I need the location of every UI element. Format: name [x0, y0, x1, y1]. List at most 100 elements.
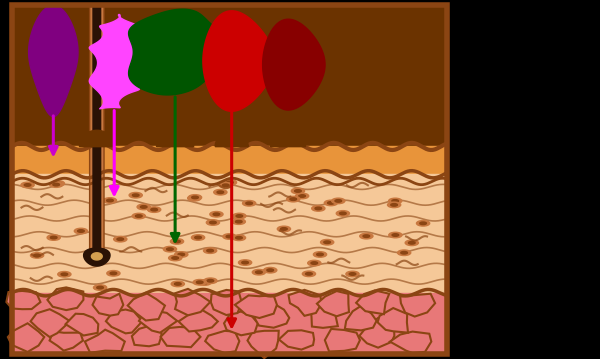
Ellipse shape: [34, 254, 40, 257]
Polygon shape: [254, 304, 289, 328]
Ellipse shape: [50, 236, 57, 239]
Ellipse shape: [320, 239, 334, 245]
Ellipse shape: [188, 195, 201, 201]
Polygon shape: [205, 331, 239, 353]
Ellipse shape: [420, 222, 427, 225]
Ellipse shape: [389, 198, 402, 204]
Ellipse shape: [267, 269, 274, 271]
Ellipse shape: [117, 238, 124, 241]
Ellipse shape: [256, 271, 262, 274]
Polygon shape: [161, 327, 200, 347]
Ellipse shape: [233, 213, 246, 219]
Ellipse shape: [129, 192, 142, 198]
Ellipse shape: [340, 212, 346, 215]
Ellipse shape: [207, 279, 214, 282]
Ellipse shape: [163, 246, 176, 252]
Polygon shape: [235, 295, 277, 318]
Ellipse shape: [308, 260, 321, 266]
Polygon shape: [345, 306, 377, 330]
Polygon shape: [317, 291, 349, 316]
Ellipse shape: [206, 220, 220, 225]
Ellipse shape: [193, 280, 206, 285]
Polygon shape: [50, 331, 83, 351]
Ellipse shape: [232, 235, 245, 241]
Ellipse shape: [235, 220, 242, 223]
Ellipse shape: [317, 253, 323, 256]
Polygon shape: [271, 131, 305, 146]
Bar: [12, 5, 447, 354]
Polygon shape: [390, 332, 431, 353]
Polygon shape: [400, 294, 435, 317]
Ellipse shape: [55, 182, 61, 185]
Ellipse shape: [349, 273, 356, 275]
Bar: [12, 174, 447, 293]
Ellipse shape: [325, 200, 338, 206]
Ellipse shape: [151, 208, 157, 211]
Ellipse shape: [204, 278, 217, 284]
Ellipse shape: [94, 285, 107, 290]
Ellipse shape: [281, 228, 287, 230]
Ellipse shape: [110, 272, 117, 275]
Ellipse shape: [392, 234, 398, 236]
Ellipse shape: [227, 181, 233, 184]
Polygon shape: [128, 9, 235, 95]
Ellipse shape: [232, 219, 245, 224]
Ellipse shape: [398, 250, 411, 256]
Polygon shape: [247, 331, 279, 358]
Polygon shape: [7, 291, 40, 309]
Polygon shape: [377, 308, 408, 333]
Ellipse shape: [173, 240, 180, 243]
Ellipse shape: [133, 194, 139, 196]
Ellipse shape: [210, 211, 223, 217]
Ellipse shape: [52, 181, 65, 186]
Bar: [12, 293, 447, 354]
Polygon shape: [132, 326, 161, 346]
Polygon shape: [89, 14, 148, 109]
Ellipse shape: [148, 207, 161, 213]
Ellipse shape: [74, 228, 88, 234]
Polygon shape: [325, 329, 360, 351]
Ellipse shape: [207, 250, 214, 252]
Polygon shape: [29, 5, 78, 117]
Polygon shape: [92, 294, 123, 316]
Polygon shape: [8, 323, 44, 352]
Ellipse shape: [287, 196, 300, 202]
Ellipse shape: [61, 273, 68, 276]
Ellipse shape: [299, 195, 305, 197]
Polygon shape: [47, 288, 83, 310]
Ellipse shape: [392, 200, 398, 202]
Polygon shape: [91, 253, 102, 260]
Polygon shape: [128, 293, 165, 321]
Ellipse shape: [195, 236, 202, 239]
Ellipse shape: [335, 200, 341, 202]
Ellipse shape: [332, 198, 345, 204]
Ellipse shape: [295, 190, 301, 192]
Ellipse shape: [253, 270, 266, 275]
Polygon shape: [311, 302, 338, 328]
Ellipse shape: [77, 230, 84, 232]
Ellipse shape: [191, 235, 205, 240]
Ellipse shape: [47, 235, 61, 240]
Ellipse shape: [401, 251, 407, 254]
Polygon shape: [211, 290, 242, 315]
Ellipse shape: [238, 260, 251, 265]
Ellipse shape: [312, 206, 325, 211]
Ellipse shape: [214, 190, 227, 195]
Ellipse shape: [107, 271, 120, 276]
Ellipse shape: [223, 184, 229, 187]
Polygon shape: [179, 309, 218, 331]
Ellipse shape: [178, 253, 185, 256]
Ellipse shape: [360, 233, 373, 239]
Ellipse shape: [219, 182, 232, 188]
Polygon shape: [215, 132, 248, 146]
Ellipse shape: [302, 271, 316, 276]
Polygon shape: [157, 131, 194, 146]
Ellipse shape: [175, 283, 181, 285]
Ellipse shape: [169, 255, 182, 261]
Ellipse shape: [290, 198, 296, 200]
Ellipse shape: [416, 220, 430, 226]
FancyBboxPatch shape: [89, 4, 104, 261]
Polygon shape: [79, 130, 114, 146]
Ellipse shape: [196, 281, 203, 284]
Polygon shape: [106, 309, 142, 334]
